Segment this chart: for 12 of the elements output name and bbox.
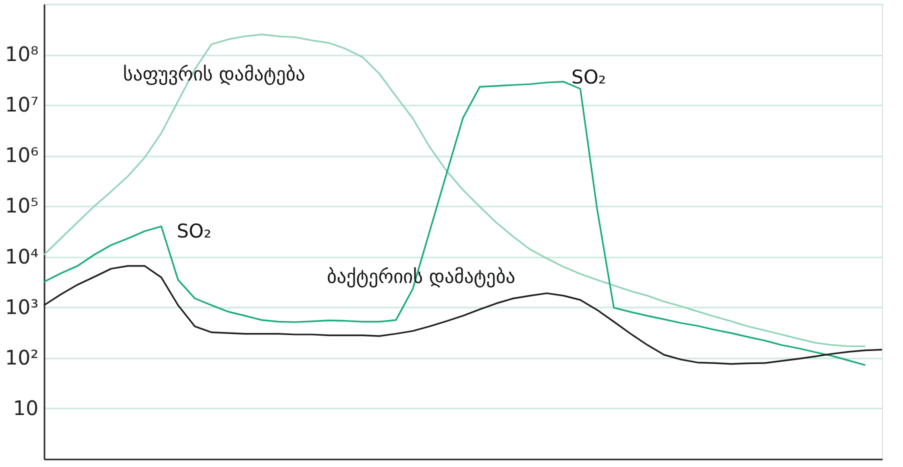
y-tick-label: 10 <box>13 396 38 420</box>
y-tick-label: 10⁸ <box>5 42 38 66</box>
y-tick-label: 10⁴ <box>5 244 38 268</box>
line-series <box>43 34 866 348</box>
annotation: საფუვრის დამატება <box>123 64 306 86</box>
y-tick-label: 10² <box>5 345 38 370</box>
y-tick-label: 10⁶ <box>5 143 38 168</box>
annotation: SO₂ <box>571 66 606 89</box>
annotation: SO₂ <box>176 220 212 242</box>
y-tick-label: 10³ <box>5 294 38 319</box>
y-tick-label: 10⁷ <box>5 92 38 117</box>
y-tick-label: 10⁵ <box>5 194 38 218</box>
